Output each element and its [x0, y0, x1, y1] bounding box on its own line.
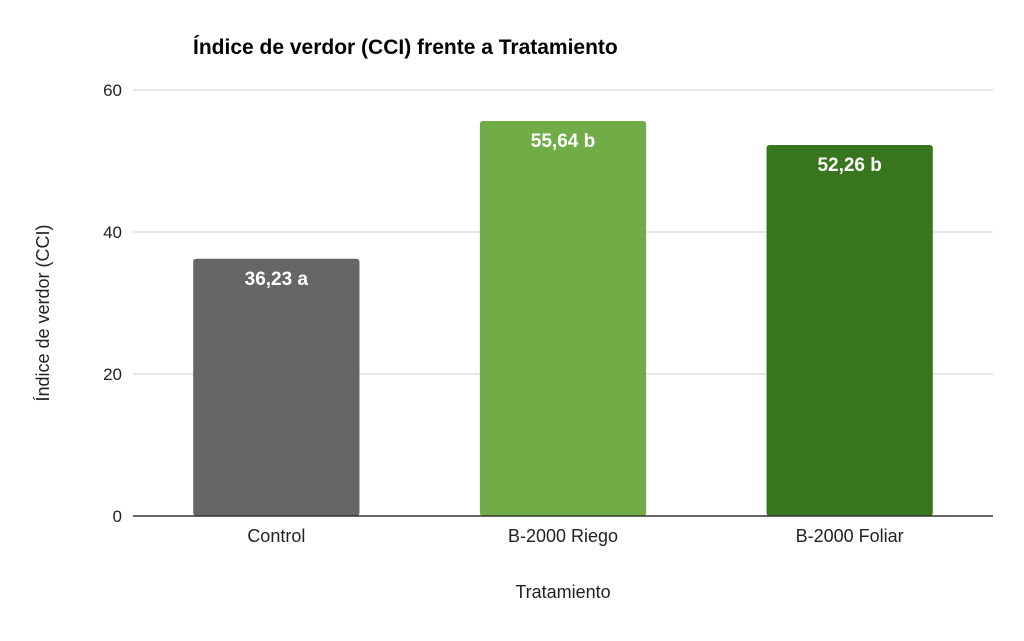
- bar: [479, 120, 647, 517]
- x-tick-label: B-2000 Foliar: [796, 526, 904, 546]
- bar-data-label: 52,26 b: [817, 155, 881, 176]
- x-axis-ticks: Control B-2000 Riego B-2000 Foliar: [247, 526, 903, 546]
- x-axis-title: Tratamiento: [515, 582, 610, 602]
- x-tick-label: B-2000 Riego: [508, 526, 618, 546]
- y-tick-label: 40: [103, 223, 122, 242]
- y-axis-ticks: 0 20 40 60: [103, 81, 122, 526]
- bars: [193, 120, 933, 517]
- y-tick-label: 20: [103, 365, 122, 384]
- bar: [193, 258, 360, 516]
- y-axis-title: Índice de verdor (CCI): [33, 224, 53, 401]
- y-tick-label: 0: [113, 507, 122, 526]
- bar-data-label: 55,64 b: [531, 131, 595, 152]
- bar: [766, 144, 933, 517]
- bar-data-labels: 36,23 a 55,64 b 52,26 b: [245, 131, 882, 290]
- bar-data-label: 36,23 a: [245, 269, 309, 290]
- y-tick-label: 60: [103, 81, 122, 100]
- x-tick-label: Control: [247, 526, 305, 546]
- chart-title: Índice de verdor (CCI) frente a Tratamie…: [193, 36, 618, 59]
